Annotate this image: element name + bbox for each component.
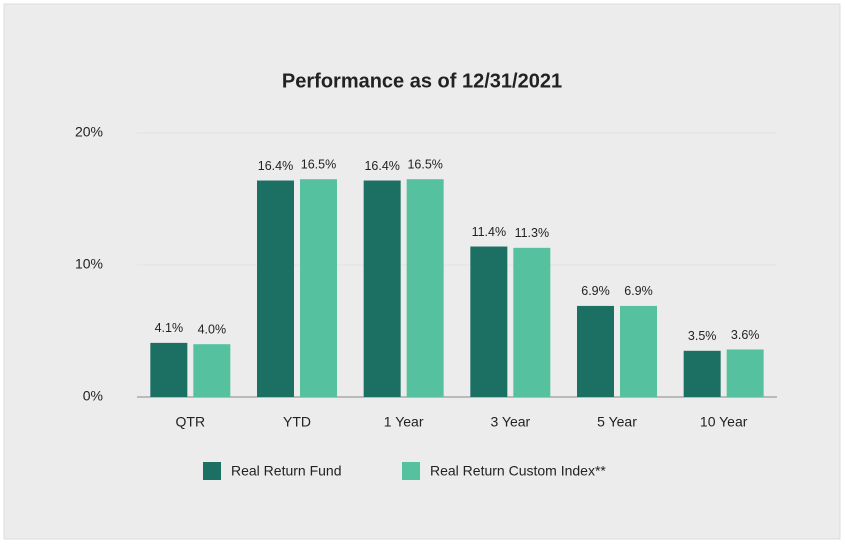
data-label: 3.5% xyxy=(688,329,717,343)
data-label: 4.1% xyxy=(155,321,184,335)
x-tick-label: QTR xyxy=(176,414,206,430)
legend-label: Real Return Custom Index** xyxy=(430,463,606,479)
data-label: 16.4% xyxy=(364,159,399,173)
x-tick-label: 1 Year xyxy=(384,414,424,430)
bar xyxy=(257,180,294,397)
data-label: 6.9% xyxy=(624,284,653,298)
bar xyxy=(300,179,337,397)
x-tick-label: 3 Year xyxy=(490,414,530,430)
legend-label: Real Return Fund xyxy=(231,463,342,479)
bar xyxy=(620,305,657,397)
y-tick-label: 20% xyxy=(75,124,103,140)
bar xyxy=(577,305,614,397)
data-label: 3.6% xyxy=(731,328,760,342)
bar xyxy=(363,180,401,397)
data-label: 11.4% xyxy=(472,225,507,239)
bar xyxy=(513,247,551,397)
bar xyxy=(683,350,721,397)
x-tick-label: 5 Year xyxy=(597,414,637,430)
data-label: 16.5% xyxy=(301,157,336,171)
bar xyxy=(193,344,231,397)
bar xyxy=(406,179,444,397)
data-label: 16.4% xyxy=(258,159,293,173)
data-label: 4.0% xyxy=(198,322,227,336)
x-tick-label: 10 Year xyxy=(700,414,748,430)
bar xyxy=(470,246,508,397)
y-tick-label: 0% xyxy=(83,388,103,404)
data-label: 11.3% xyxy=(515,226,550,240)
y-tick-label: 10% xyxy=(75,256,103,272)
data-label: 6.9% xyxy=(581,284,610,298)
x-tick-label: YTD xyxy=(283,414,311,430)
legend-swatch xyxy=(203,462,221,480)
chart-title: Performance as of 12/31/2021 xyxy=(282,70,562,92)
data-label: 16.5% xyxy=(407,157,442,171)
bar xyxy=(726,349,764,397)
legend-swatch xyxy=(402,462,420,480)
bar xyxy=(150,342,188,397)
